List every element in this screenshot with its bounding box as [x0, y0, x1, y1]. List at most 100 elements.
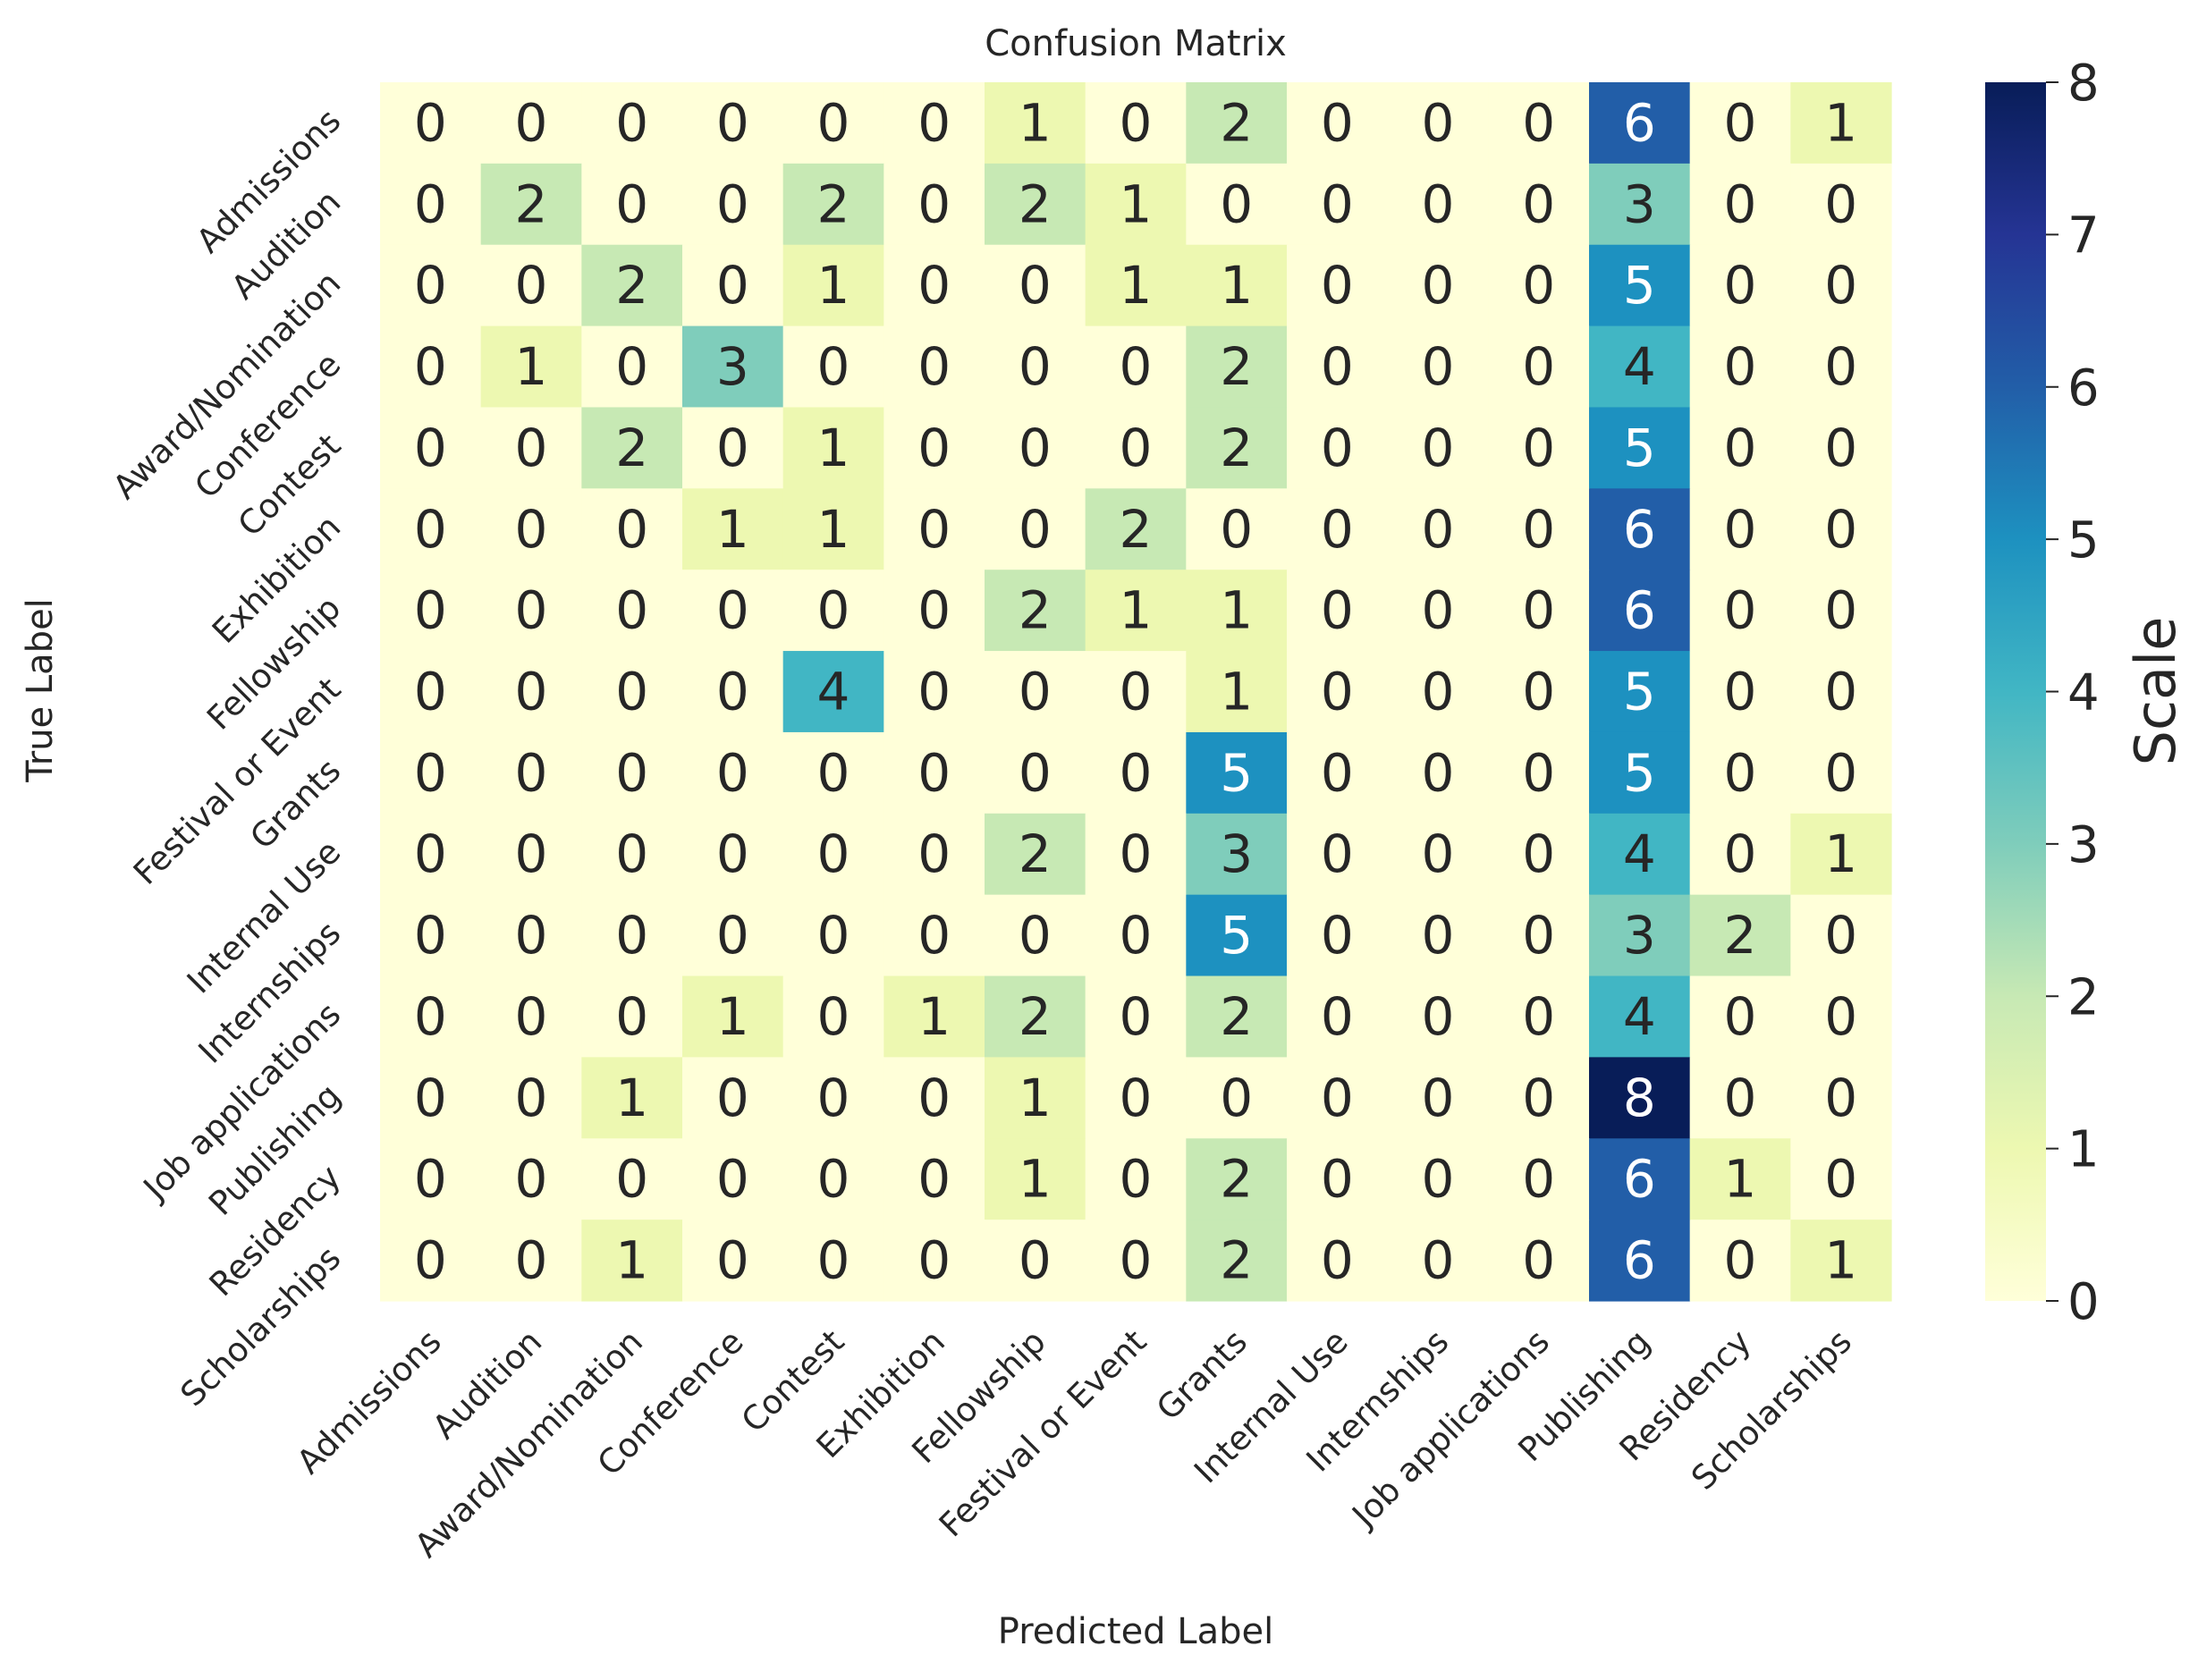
- colorbar-tick-label: 3: [2067, 816, 2100, 874]
- heatmap-cell: [1287, 570, 1389, 652]
- heatmap-cell: [1689, 488, 1791, 570]
- cell-value-label: 0: [1422, 986, 1455, 1047]
- heatmap-cell: [883, 651, 985, 733]
- cell-value-label: 0: [1321, 1149, 1354, 1210]
- heatmap-cell: [480, 813, 582, 896]
- cell-value-label: 1: [1220, 255, 1253, 316]
- cell-value-label: 8: [1623, 1068, 1656, 1128]
- heatmap-cell: [1488, 1220, 1590, 1302]
- cell-value-label: 0: [1321, 92, 1354, 153]
- cell-value-label: 0: [917, 742, 951, 803]
- cell-value-label: 1: [1019, 92, 1052, 153]
- heatmap-cell: [1085, 244, 1187, 327]
- cell-value-label: 0: [1824, 580, 1857, 641]
- x-axis-label: Predicted Label: [998, 1611, 1273, 1652]
- heatmap-cell: [985, 570, 1086, 652]
- heatmap-cell: [1186, 570, 1288, 652]
- heatmap-cell: [480, 731, 582, 815]
- colorbar-tick-label: 6: [2067, 359, 2100, 418]
- cell-value-label: 0: [1824, 742, 1857, 803]
- heatmap-cell: [782, 163, 884, 246]
- heatmap-cell: [1186, 651, 1288, 733]
- heatmap-cell: [883, 570, 985, 652]
- heatmap-cell: [985, 407, 1086, 489]
- cell-value-label: 0: [1422, 499, 1455, 560]
- cell-value-label: 0: [1321, 905, 1354, 966]
- heatmap-cell: [581, 1057, 683, 1139]
- heatmap-cell: [1287, 325, 1389, 409]
- cell-value-label: 2: [1120, 499, 1153, 560]
- heatmap-cell: [380, 975, 482, 1058]
- heatmap-cell: [1387, 813, 1489, 896]
- heatmap-cell: [1085, 163, 1187, 246]
- heatmap-cell: [380, 163, 482, 246]
- cell-value-label: 0: [1321, 580, 1354, 641]
- heatmap-cell: [480, 1138, 582, 1220]
- cell-value-label: 0: [1824, 986, 1857, 1047]
- cell-value-label: 0: [1422, 905, 1455, 966]
- cell-value-label: 0: [1724, 418, 1757, 478]
- heatmap-cell: [782, 570, 884, 652]
- heatmap-cell: [1085, 325, 1187, 409]
- cell-value-label: 0: [917, 255, 951, 316]
- heatmap-cell: [985, 1138, 1086, 1220]
- heatmap-cell: [581, 570, 683, 652]
- heatmap-cell: [1186, 488, 1288, 570]
- cell-value-label: 0: [817, 92, 850, 153]
- cell-value-label: 0: [1120, 1149, 1153, 1210]
- cell-value-label: 0: [414, 173, 447, 234]
- cell-value-label: 2: [1019, 823, 1052, 884]
- heatmap-cell: [1287, 1138, 1389, 1220]
- heatmap-cell: [1387, 570, 1489, 652]
- heatmap-cell: [480, 488, 582, 570]
- heatmap-cell: [581, 244, 683, 327]
- colorbar-label: Scale: [2123, 617, 2188, 766]
- x-tick-label: Admissions: [290, 1322, 449, 1482]
- heatmap-cell: [1186, 813, 1288, 896]
- heatmap-cell: [883, 1138, 985, 1220]
- heatmap-cell: [1387, 1220, 1489, 1302]
- cell-value-label: 0: [1522, 580, 1555, 641]
- heatmap-cell: [782, 975, 884, 1058]
- heatmap-cell: [1085, 894, 1187, 977]
- y-tick-labels: AdmissionsAuditionAward/NominationConfer…: [106, 101, 348, 1414]
- heatmap-cell: [581, 325, 683, 409]
- heatmap-cell: [1589, 570, 1691, 652]
- cell-value-label: 0: [1422, 1149, 1455, 1210]
- heatmap-cell: [883, 82, 985, 165]
- cell-value-label: 1: [817, 255, 850, 316]
- cell-value-label: 2: [1019, 580, 1052, 641]
- heatmap-cell: [1287, 1220, 1389, 1302]
- cell-value-label: 0: [515, 255, 548, 316]
- cell-value-label: 1: [1120, 255, 1153, 316]
- cell-value-label: 4: [1623, 336, 1656, 397]
- heatmap-cell: [782, 1057, 884, 1139]
- cell-value-label: 0: [1522, 823, 1555, 884]
- heatmap-cell: [1589, 163, 1691, 246]
- heatmap-cell: [1790, 1220, 1892, 1302]
- heatmap-cell: [1488, 488, 1590, 570]
- cell-value-label: 1: [1824, 823, 1857, 884]
- heatmap-cell: [1488, 244, 1590, 327]
- cell-value-label: 0: [1724, 92, 1757, 153]
- cell-value-label: 0: [917, 823, 951, 884]
- cell-value-label: 0: [1321, 418, 1354, 478]
- cell-value-label: 0: [615, 580, 648, 641]
- heatmap-cell: [782, 1220, 884, 1302]
- heatmap-cell: [380, 407, 482, 489]
- cell-value-label: 0: [1220, 173, 1253, 234]
- heatmap-cell: [682, 325, 784, 409]
- cell-value-label: 0: [1824, 662, 1857, 722]
- heatmap-cell: [1589, 407, 1691, 489]
- cell-value-label: 0: [615, 823, 648, 884]
- cell-value-label: 0: [1422, 662, 1455, 722]
- heatmap-cell: [1186, 975, 1288, 1058]
- x-tick-labels: AdmissionsAuditionAward/NominationConfer…: [290, 1322, 1859, 1565]
- heatmap-cell: [1488, 731, 1590, 815]
- cell-value-label: 0: [817, 1230, 850, 1291]
- cell-value-label: 0: [1724, 1068, 1757, 1128]
- heatmap-cell: [1589, 651, 1691, 733]
- heatmap-cell: [1589, 82, 1691, 165]
- heatmap-cell: [1186, 325, 1288, 409]
- cell-value-label: 0: [1120, 742, 1153, 803]
